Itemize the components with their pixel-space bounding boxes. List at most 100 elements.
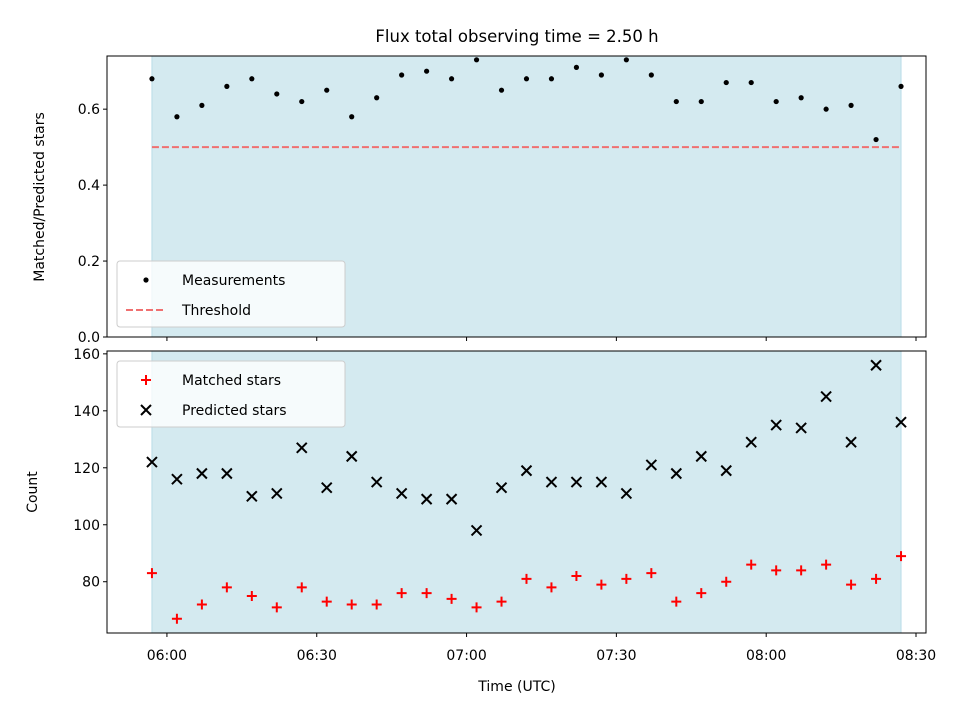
bottom-y-axis-label: Count [25,471,41,513]
legend-marker [143,277,149,283]
data-point [395,487,408,500]
data-point [670,467,683,480]
x-tick-label: 08:30 [896,648,936,664]
data-point [299,98,305,105]
y-tick-label: 0.4 [78,178,100,194]
data-point [446,593,457,604]
data-point [521,573,532,584]
data-point [846,579,857,590]
data-point [246,490,258,502]
data-point [149,76,155,82]
data-point [873,136,879,143]
data-point [321,596,332,607]
data-point [421,588,432,599]
data-point [696,588,707,599]
x-tick-label: 06:30 [297,648,337,664]
data-point [470,524,483,537]
data-point [171,613,182,624]
data-point [723,79,729,86]
x-tick-label: 07:00 [446,648,486,664]
legend-label: Threshold [181,303,251,319]
data-point [471,602,482,613]
x-tick-label: 08:00 [746,648,786,664]
data-point [673,98,679,105]
data-point [645,459,658,471]
data-point [820,390,832,403]
data-point [371,599,382,610]
data-point [174,114,180,120]
data-point [770,419,782,431]
data-point [346,599,357,610]
data-point [199,102,205,108]
data-point [773,98,779,105]
data-point [473,57,480,63]
data-point [224,83,230,89]
data-point [870,359,882,371]
data-point [623,57,629,63]
data-point [221,467,233,480]
data-point [896,551,907,562]
data-point [698,98,704,105]
data-point [374,95,380,101]
axes-frame [106,350,927,634]
legend-label: Matched stars [182,373,281,389]
data-point [823,106,829,112]
legend-box [116,260,346,328]
y-tick-label: 80 [82,575,100,591]
data-point [424,68,430,74]
legend-label: Predicted stars [182,403,287,419]
data-point [249,76,255,82]
data-point [695,450,707,463]
data-point [399,72,405,78]
data-point [396,588,407,599]
data-point [545,476,558,488]
data-point [345,450,358,463]
data-point [246,590,257,601]
x-tick-label: 07:30 [596,648,636,664]
data-point [898,83,904,89]
data-point [196,467,208,480]
data-point [445,493,458,505]
y-tick-label: 0.2 [78,254,100,270]
data-point [596,579,607,590]
data-point [520,464,533,477]
data-point [720,464,732,477]
data-point [871,573,882,584]
data-point [349,114,355,120]
bottom-panel: 80 100 120 140 160 06:00 06:30 07:00 07:30 08:00 0… [73,347,936,664]
data-point [546,582,557,593]
data-point [798,95,804,101]
data-point [146,568,157,579]
legend-box [116,360,346,428]
data-point [745,436,757,448]
y-tick-label: 0.0 [78,330,100,346]
data-point [620,487,633,500]
data-point [621,573,632,584]
data-point [221,582,232,593]
data-point [296,442,308,454]
data-point [420,493,433,505]
data-point [721,576,732,587]
data-point [523,76,530,82]
legend-marker [140,404,152,416]
data-point [845,436,857,448]
top-y-axis-label: Matched/Predicted stars [32,112,48,282]
y-tick-label: 140 [73,404,100,420]
y-tick-label: 160 [73,347,100,363]
legend-marker [141,375,151,385]
data-point [271,602,282,613]
data-point [146,456,158,468]
data-point [595,476,608,488]
top-panel: 0.0 0.2 0.4 0.6 Measurements Threshold [78,55,927,346]
data-point [573,64,580,70]
data-point [748,79,754,86]
data-point [321,482,333,494]
data-point [448,76,455,82]
data-point [171,473,183,485]
data-point [895,416,907,428]
data-point [495,482,508,494]
data-point [496,596,507,607]
data-point [646,568,657,579]
data-point [648,72,654,78]
